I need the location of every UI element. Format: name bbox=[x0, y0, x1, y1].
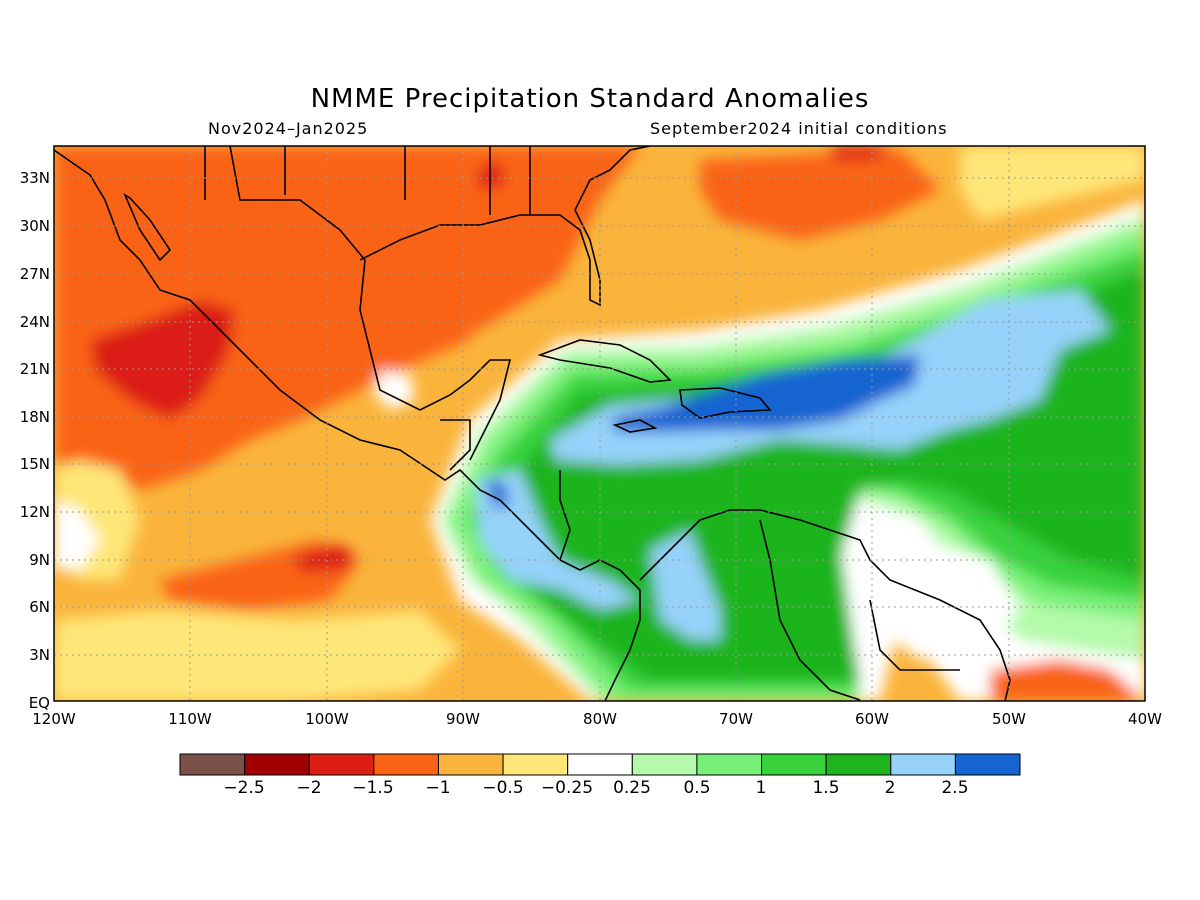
lon-tick-label: 100W bbox=[305, 710, 349, 728]
colorbar-labels: −2.5 −2 −1.5 −1 −0.5 −0.25 0.25 0.5 1 1.… bbox=[223, 778, 968, 798]
lat-tick-label: 18N bbox=[20, 408, 50, 426]
colorbar-swatch bbox=[890, 753, 956, 776]
colorbar bbox=[179, 753, 1021, 776]
lon-tick-label: 90W bbox=[446, 710, 480, 728]
colorbar-swatch bbox=[179, 753, 246, 776]
colorbar-swatch bbox=[761, 753, 827, 776]
colorbar-label: 1.5 bbox=[812, 778, 839, 798]
coastlines bbox=[54, 146, 1011, 701]
lon-tick-label: 120W bbox=[32, 710, 76, 728]
colorbar-swatch bbox=[308, 753, 375, 776]
colorbar-label: 1 bbox=[756, 778, 767, 798]
lat-tick-label: 3N bbox=[29, 646, 50, 664]
lat-tick-label: 6N bbox=[29, 598, 50, 616]
lon-tick-label: 50W bbox=[992, 710, 1026, 728]
colorbar-label: 2 bbox=[885, 778, 896, 798]
lat-tick-label: 12N bbox=[20, 503, 50, 521]
lat-tick-label: EQ bbox=[29, 694, 50, 712]
lat-tick-label: 21N bbox=[20, 360, 50, 378]
colorbar-label: −0.5 bbox=[482, 778, 523, 798]
valid-period: Nov2024–Jan2025 bbox=[208, 119, 369, 138]
lon-tick-label: 60W bbox=[855, 710, 889, 728]
lat-tick-label: 9N bbox=[29, 551, 50, 569]
colorbar-label: −2 bbox=[296, 778, 321, 798]
map-title: NMME Precipitation Standard Anomalies bbox=[310, 84, 870, 114]
lat-tick-label: 27N bbox=[20, 265, 50, 283]
colorbar-swatch bbox=[502, 753, 569, 776]
longitude-axis: 120W 110W 100W 90W 80W 70W 60W 50W 40W bbox=[32, 710, 1162, 728]
colorbar-swatch bbox=[825, 753, 892, 776]
lat-tick-label: 24N bbox=[20, 313, 50, 331]
colorbar-label: 0.25 bbox=[613, 778, 651, 798]
colorbar-label: −0.25 bbox=[541, 778, 593, 798]
colorbar-swatch bbox=[244, 753, 310, 776]
lon-tick-label: 80W bbox=[583, 710, 617, 728]
colorbar-swatch bbox=[373, 753, 439, 776]
lon-tick-label: 40W bbox=[1128, 710, 1162, 728]
colorbar-swatch bbox=[631, 753, 698, 776]
colorbar-swatch bbox=[437, 753, 504, 776]
colorbar-swatch bbox=[954, 753, 1021, 776]
anomaly-field bbox=[54, 146, 1145, 701]
colorbar-label: 2.5 bbox=[941, 778, 968, 798]
colorbar-label: −1.5 bbox=[352, 778, 393, 798]
lat-tick-label: 33N bbox=[20, 169, 50, 187]
plot-frame bbox=[53, 145, 1146, 702]
lat-tick-label: 30N bbox=[20, 217, 50, 235]
initial-conditions: September2024 initial conditions bbox=[650, 119, 948, 138]
colorbar-label: −1 bbox=[425, 778, 450, 798]
lon-tick-label: 70W bbox=[719, 710, 753, 728]
latitude-axis: EQ 3N 6N 9N 12N 15N 18N 21N 24N 27N 30N … bbox=[20, 169, 50, 712]
gridlines bbox=[54, 146, 1145, 701]
colorbar-swatch bbox=[696, 753, 763, 776]
colorbar-swatch bbox=[567, 753, 633, 776]
colorbar-label: 0.5 bbox=[683, 778, 710, 798]
lon-tick-label: 110W bbox=[168, 710, 212, 728]
colorbar-label: −2.5 bbox=[223, 778, 264, 798]
lat-tick-label: 15N bbox=[20, 455, 50, 473]
